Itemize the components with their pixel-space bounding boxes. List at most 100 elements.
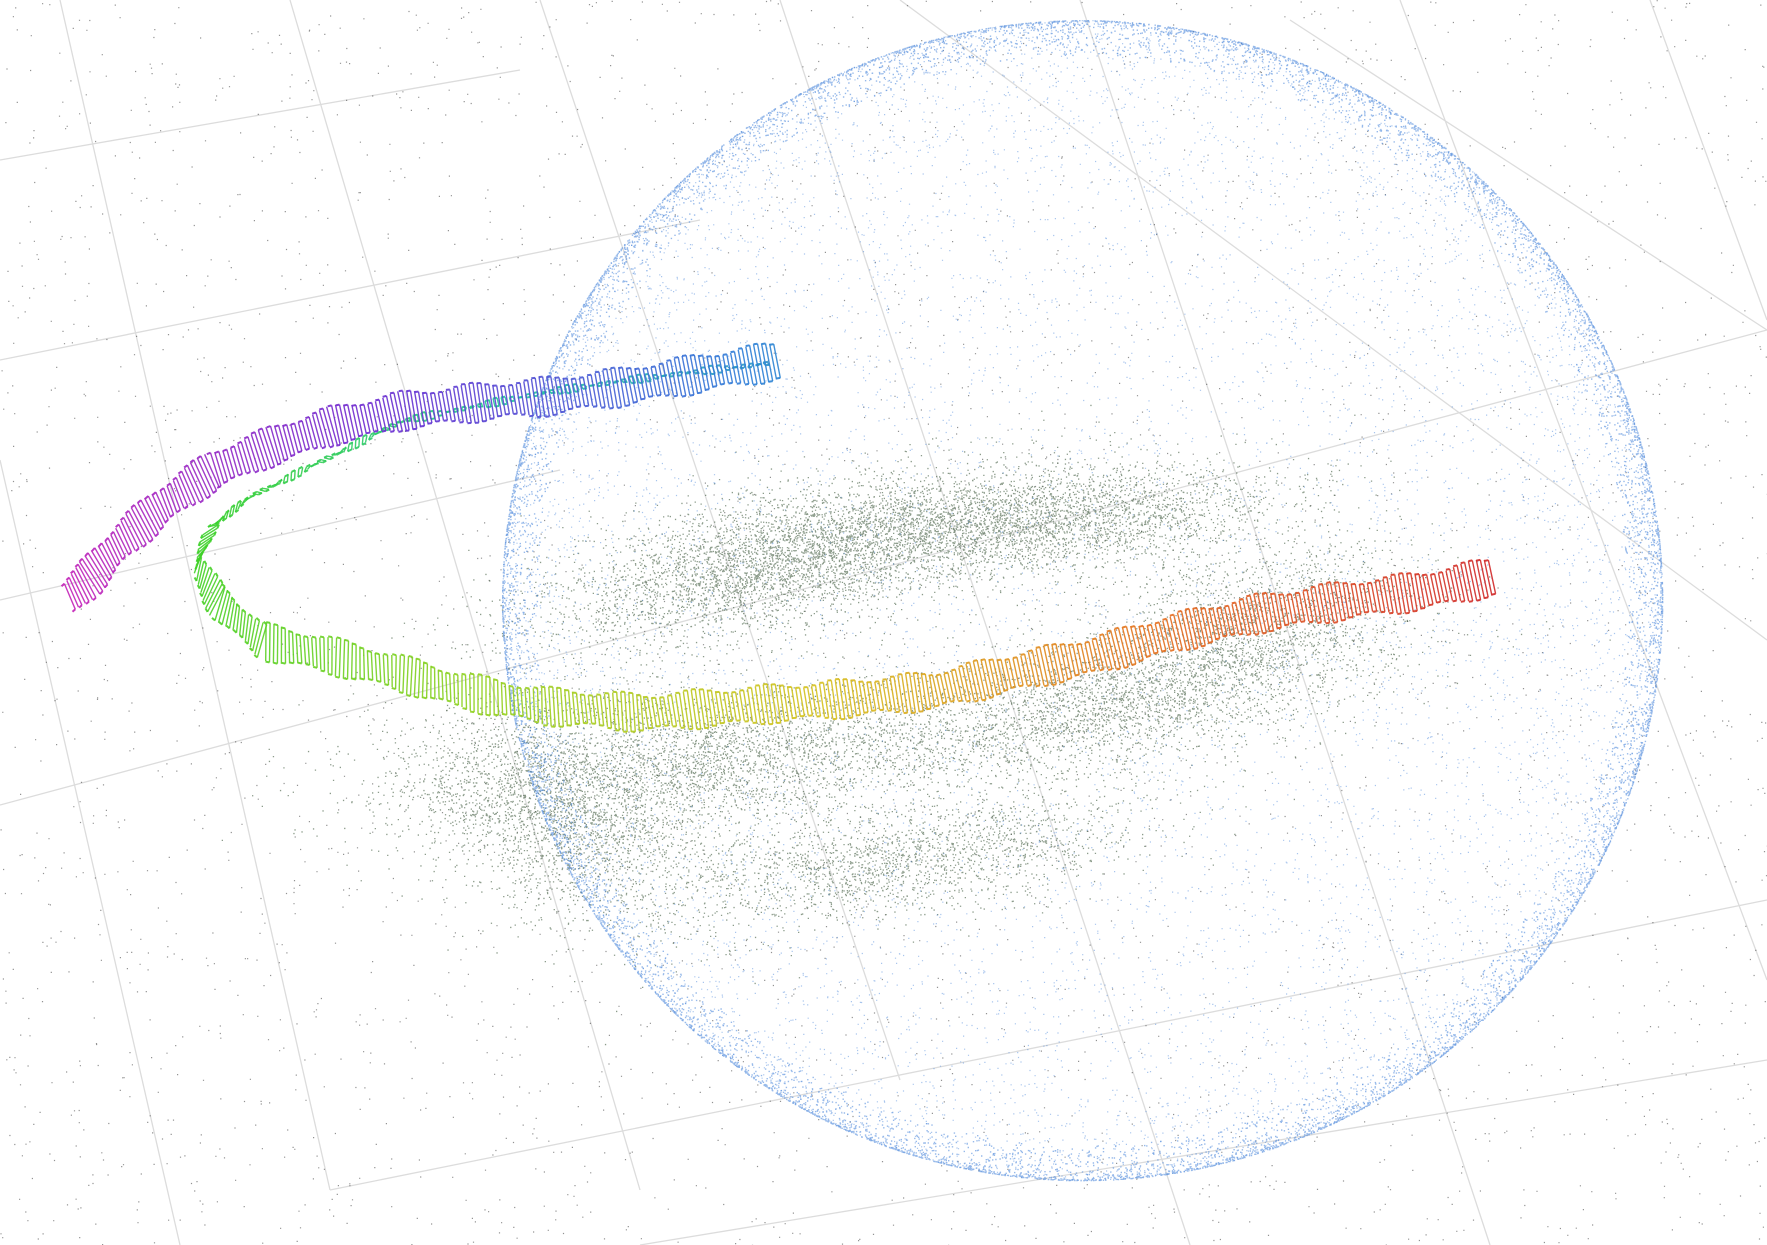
camera-frustum <box>1192 607 1203 648</box>
camera-frustum <box>247 616 253 645</box>
trajectory-edge-bottom <box>673 394 678 398</box>
trajectory-edge-bottom <box>244 640 249 645</box>
camera-frustum <box>84 555 106 589</box>
camera-frustum <box>278 478 283 485</box>
camera-frustum <box>625 367 635 404</box>
trajectory-edge-bottom <box>1397 612 1402 615</box>
camera-frustum <box>136 501 157 537</box>
camera-frustum <box>587 695 593 724</box>
camera-frustum <box>1483 559 1493 596</box>
camera-frustum <box>634 368 642 401</box>
trajectory-edge-top <box>1114 626 1119 630</box>
camera-frustum <box>197 538 213 551</box>
camera-frustum <box>214 586 226 621</box>
trajectory-edge-top <box>1020 653 1025 656</box>
camera-frustum <box>866 681 873 712</box>
camera-frustum <box>1184 609 1195 650</box>
camera-frustum <box>1467 560 1478 601</box>
camera-frustum <box>658 364 666 396</box>
trajectory-edge-bottom <box>406 694 411 698</box>
camera-frustum <box>554 376 562 414</box>
camera-frustum <box>1099 636 1109 670</box>
camera-frustum <box>939 674 948 703</box>
camera-frustum <box>347 404 356 440</box>
camera-frustum <box>1449 568 1458 601</box>
camera-frustum <box>689 354 699 395</box>
trajectory-edge-top <box>1169 613 1174 617</box>
camera-frustum <box>249 618 257 648</box>
trajectory-edge-bottom <box>438 697 444 701</box>
trajectory-edge-bottom <box>390 430 395 433</box>
camera-frustum <box>318 410 331 447</box>
camera-frustum <box>516 687 520 716</box>
trajectory-edge-bottom <box>1238 632 1243 636</box>
trajectory-segment-return <box>60 342 781 613</box>
trajectory-edge-bottom <box>1380 610 1386 614</box>
camera-frustum <box>1238 600 1248 635</box>
camera-frustum <box>468 383 476 423</box>
trajectory-edge-top <box>1295 591 1300 595</box>
trajectory-edge-top <box>594 370 600 374</box>
trajectory-edge-bottom <box>289 661 294 665</box>
camera-frustum <box>541 687 543 725</box>
camera-frustum <box>1051 643 1061 684</box>
camera-frustum <box>520 688 524 717</box>
camera-frustum <box>943 673 951 702</box>
grid-line <box>1399 0 1767 981</box>
trajectory-edge-bottom <box>502 713 507 716</box>
camera-frustum <box>496 397 500 406</box>
trajectory-edge-bottom <box>1269 629 1274 633</box>
camera-frustum <box>806 686 814 716</box>
trajectory-edge-bottom <box>1452 599 1457 603</box>
camera-frustum <box>1129 625 1141 663</box>
camera-trajectory[interactable] <box>60 342 1497 733</box>
camera-frustum <box>311 637 315 667</box>
camera-frustum <box>413 658 417 698</box>
trajectory-edge-top <box>383 652 388 656</box>
camera-frustum <box>363 404 371 433</box>
trajectory-edge-bottom <box>1018 684 1024 688</box>
camera-frustum <box>398 655 401 692</box>
trajectory-edge-top <box>1106 629 1111 633</box>
camera-frustum <box>1020 655 1028 686</box>
trajectory-edge-bottom <box>225 625 231 630</box>
camera-frustum <box>786 686 794 720</box>
camera-frustum <box>1441 571 1450 601</box>
trajectory-edge-bottom <box>485 713 491 717</box>
trajectory-edge-bottom <box>228 513 234 518</box>
trajectory-edge-bottom <box>1035 684 1041 688</box>
camera-frustum <box>247 436 260 472</box>
trajectory-edge-bottom <box>681 394 686 398</box>
trajectory-edge-bottom <box>274 482 280 487</box>
trajectory-edge-bottom <box>343 677 348 681</box>
trajectory-edge-bottom <box>469 710 475 714</box>
camera-frustum <box>590 374 598 407</box>
trajectory-edge-bottom <box>316 458 322 463</box>
camera-frustum <box>282 424 292 458</box>
camera-frustum <box>693 354 703 393</box>
trajectory-edge-bottom <box>373 430 379 433</box>
camera-frustum <box>286 424 296 455</box>
trajectory-edge-bottom <box>689 393 695 397</box>
trajectory-edge-top <box>658 362 663 366</box>
camera-frustum <box>1088 641 1096 671</box>
camera-frustum <box>1378 580 1386 612</box>
camera-frustum <box>756 343 766 384</box>
trajectory-edge-top <box>98 542 103 547</box>
trajectory-edge-top <box>305 415 310 420</box>
trajectory-edge-bottom <box>78 604 83 609</box>
trajectory-edge-bottom <box>600 406 606 409</box>
camera-frustum <box>77 563 97 599</box>
camera-frustum <box>1146 625 1155 655</box>
camera-frustum <box>254 431 268 470</box>
camera-frustum <box>112 531 126 557</box>
camera-frustum <box>315 412 327 448</box>
camera-frustum <box>254 622 264 655</box>
trajectory-edge-bottom <box>414 695 419 699</box>
camera-frustum <box>231 504 236 515</box>
camera-frustum <box>120 520 136 551</box>
trajectory-edge-bottom <box>609 407 614 410</box>
camera-frustum <box>950 671 959 701</box>
